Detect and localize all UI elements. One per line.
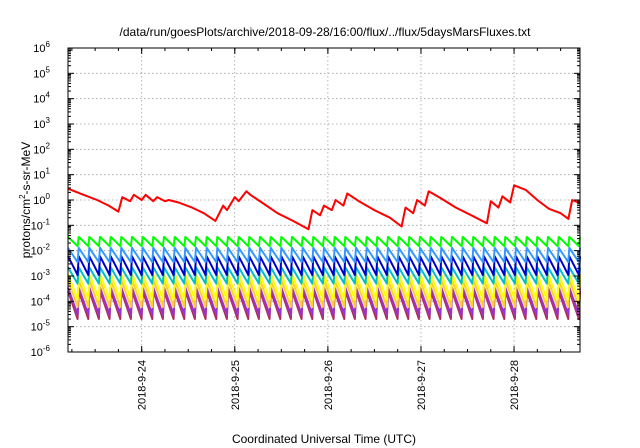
chart-title: /data/run/goesPlots/archive/2018-09-28/1…: [120, 25, 532, 39]
y-tick-label-exp: 1: [46, 167, 51, 176]
series-layer: [67, 184, 581, 320]
y-axis-label-rest: -s-sr-MeV: [19, 142, 33, 195]
y-tick-label-exp: 2: [46, 141, 51, 150]
series-line-2: [67, 235, 581, 248]
x-tick-label: 2018-9-28: [509, 360, 521, 410]
y-tick-label: 10-6: [31, 344, 51, 359]
y-tick-label-base: 10: [33, 43, 45, 55]
y-tick-label-base: 10: [31, 246, 43, 258]
y-tick-label-exp: 4: [46, 91, 51, 100]
y-tick-label-exp: -6: [43, 344, 51, 353]
y-tick-label-exp: 0: [46, 192, 51, 201]
y-axis: 10-610-510-410-310-210-11001011021031041…: [31, 40, 580, 359]
y-tick-label: 104: [33, 91, 50, 106]
y-axis-label-main: protons/cm: [19, 199, 33, 258]
y-tick-label: 105: [33, 65, 50, 80]
y-tick-label: 10-4: [31, 293, 51, 308]
y-tick-label-exp: 5: [46, 65, 51, 74]
y-tick-label: 103: [33, 116, 50, 131]
y-tick-label: 10-3: [31, 268, 51, 283]
y-tick-label-base: 10: [33, 68, 45, 80]
y-tick-label: 10-2: [31, 243, 51, 258]
x-axis: 2018-9-24 2018-9-25 2018-9-26 2018-9-27 2018…: [71, 48, 562, 410]
y-tick-label-base: 10: [33, 144, 45, 156]
y-tick-label: 100: [33, 192, 50, 207]
y-tick-label-base: 10: [33, 94, 45, 106]
x-tick-label: 2018-9-27: [416, 360, 428, 410]
y-tick-label-base: 10: [31, 271, 43, 283]
y-tick-label-exp: 6: [46, 40, 51, 49]
y-tick-label-exp: -2: [43, 243, 51, 252]
y-tick-label-base: 10: [33, 170, 45, 182]
y-tick-label: 10-1: [31, 217, 51, 232]
y-tick-label-base: 10: [31, 322, 43, 334]
y-axis-label: protons/cm2-s-sr-MeV: [18, 142, 33, 258]
y-tick-label: 10-5: [31, 319, 51, 334]
y-tick-label-exp: -1: [43, 217, 51, 226]
y-tick-label-exp: -3: [43, 268, 51, 277]
series-line-3: [67, 246, 581, 264]
y-axis-label-sup: 2: [18, 194, 27, 199]
y-tick-label-base: 10: [33, 119, 45, 131]
y-tick-label-exp: -4: [43, 293, 51, 302]
y-tick-label: 106: [33, 40, 50, 55]
y-tick-label-base: 10: [31, 347, 43, 359]
series-line-1: [67, 184, 581, 231]
x-axis-label: Coordinated Universal Time (UTC): [232, 432, 416, 446]
x-tick-label: 2018-9-24: [137, 360, 149, 410]
y-tick-label-base: 10: [31, 220, 43, 232]
y-tick-label-exp: -5: [43, 319, 51, 328]
y-tick-label-base: 10: [33, 195, 45, 207]
x-tick-label: 2018-9-25: [230, 360, 242, 410]
y-tick-label: 101: [33, 167, 50, 182]
y-tick-label-exp: 3: [46, 116, 51, 125]
x-tick-label: 2018-9-26: [323, 360, 335, 410]
y-tick-label: 102: [33, 141, 50, 156]
y-tick-label-base: 10: [31, 296, 43, 308]
